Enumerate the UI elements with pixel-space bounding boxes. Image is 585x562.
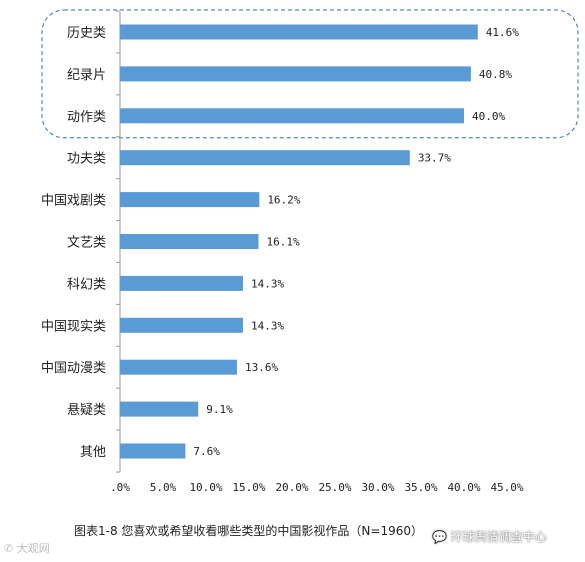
category-label: 其他 <box>80 445 106 460</box>
watermark-left: ✆ 大观网 <box>4 540 50 556</box>
category-label: 中国现实类 <box>41 319 106 334</box>
x-tick-label: 20.0% <box>275 481 308 494</box>
category-label: 动作类 <box>67 110 106 125</box>
value-label: 33.7% <box>418 152 451 165</box>
bar-5 <box>120 234 259 249</box>
value-label: 14.3% <box>251 319 284 332</box>
category-label: 功夫类 <box>67 152 106 167</box>
x-tick-label: 30.0% <box>361 481 394 494</box>
bar-2 <box>120 108 464 124</box>
bar-8 <box>120 359 237 375</box>
x-tick-label: 40.0% <box>447 481 480 494</box>
x-tick-label: 15.0% <box>232 481 265 494</box>
value-label: 40.0% <box>472 110 505 123</box>
value-label: 14.3% <box>251 277 284 290</box>
x-tick-label: 45.0% <box>490 481 523 494</box>
category-label: 中国戏剧类 <box>41 194 106 209</box>
category-label: 科幻类 <box>67 277 106 292</box>
category-label: 中国动漫类 <box>41 361 106 376</box>
bar-3 <box>120 150 410 166</box>
bar-7 <box>120 317 243 333</box>
category-label: 文艺类 <box>67 236 106 251</box>
weibo-icon: ✆ <box>4 542 14 555</box>
watermark-right-text: 环球舆情调查中心 <box>450 530 547 544</box>
watermark-right: 💬 环球舆情调查中心 <box>432 528 547 545</box>
value-label: 16.1% <box>266 236 299 249</box>
bar-6 <box>120 275 243 291</box>
x-tick-label: 5.0% <box>150 481 177 494</box>
bar-0 <box>120 24 478 40</box>
value-label: 7.6% <box>193 445 220 458</box>
value-label: 16.2% <box>267 194 300 207</box>
category-label: 纪录片 <box>67 68 106 83</box>
value-label: 9.1% <box>206 403 233 416</box>
value-label: 13.6% <box>245 361 278 374</box>
bar-4 <box>120 192 260 208</box>
highlight-box <box>41 9 579 139</box>
x-tick-label: 10.0% <box>189 481 222 494</box>
x-tick-label: 25.0% <box>318 481 351 494</box>
value-label: 41.6% <box>486 26 519 39</box>
x-tick-label: 35.0% <box>404 481 437 494</box>
x-tick-label: .0% <box>110 481 130 494</box>
bar-10 <box>120 443 186 459</box>
wechat-bubble-icon: 💬 <box>432 530 447 544</box>
bar-1 <box>120 66 471 82</box>
bar-9 <box>120 401 199 417</box>
value-label: 40.8% <box>479 68 512 81</box>
chart-caption: 图表1-8 您喜欢或希望收看哪些类型的中国影视作品（N=1960） <box>74 524 423 538</box>
category-label: 历史类 <box>67 26 106 41</box>
category-label: 悬疑类 <box>67 402 106 418</box>
watermark-left-text: 大观网 <box>16 542 50 555</box>
bar-chart: 历史类 41.6% 纪录片 40.8% 动作类 40.0% 功夫类 33.7% 中国戏剧类 16.… <box>41 9 579 494</box>
